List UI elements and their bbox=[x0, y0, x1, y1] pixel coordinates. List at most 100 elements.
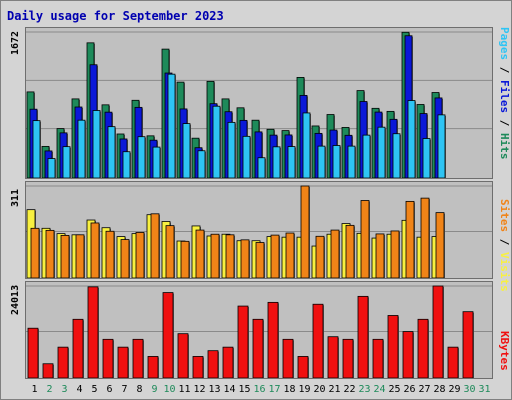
pages-bar-day-8 bbox=[137, 136, 146, 179]
day-label-4: 4 bbox=[76, 384, 83, 395]
kbytes-bar-day-29 bbox=[447, 346, 459, 379]
pages-bar-day-24 bbox=[377, 126, 386, 179]
day-label-16: 16 bbox=[253, 384, 266, 395]
visits-sites-legend: Sites / Visits bbox=[498, 199, 511, 292]
day-label-18: 18 bbox=[283, 384, 296, 395]
pages-bar-day-25 bbox=[392, 133, 401, 179]
day-label-12: 12 bbox=[193, 384, 206, 395]
sites-bar-day-19 bbox=[300, 185, 310, 279]
sites-bar-day-3 bbox=[60, 235, 70, 279]
sites-bar-day-10 bbox=[165, 225, 175, 279]
kbytes-legend: KBytes bbox=[498, 331, 511, 371]
kbytes-bar-day-22 bbox=[342, 338, 354, 379]
hits-files-pages-legend: Pages / Files / Hits bbox=[498, 27, 511, 160]
kbytes-bar-day-23 bbox=[357, 295, 369, 379]
legend-sep: / bbox=[498, 60, 511, 80]
kbytes-max-label: 24013 bbox=[10, 284, 21, 315]
day-label-31: 31 bbox=[478, 384, 491, 395]
pages-bar-day-18 bbox=[287, 146, 296, 179]
pages-bar-day-2 bbox=[47, 158, 56, 179]
pages-bar-day-5 bbox=[92, 110, 101, 179]
kbytes-bar-day-1 bbox=[27, 327, 39, 379]
pages-bar-day-7 bbox=[122, 151, 131, 179]
day-label-11: 11 bbox=[178, 384, 191, 395]
pages-bar-day-17 bbox=[272, 146, 281, 179]
kbytes-bar-day-11 bbox=[177, 333, 189, 379]
pages-bar-day-6 bbox=[107, 126, 116, 179]
kbytes-bar-day-27 bbox=[417, 318, 429, 379]
sites-bar-day-4 bbox=[75, 234, 85, 279]
kbytes-bar-day-2 bbox=[42, 363, 54, 379]
day-label-7: 7 bbox=[121, 384, 128, 395]
kbytes-bar-day-4 bbox=[72, 318, 84, 379]
sites-bar-day-24 bbox=[375, 233, 385, 279]
sites-bar-day-25 bbox=[390, 230, 400, 279]
visits-sites-panel bbox=[25, 181, 493, 279]
kbytes-bar-day-18 bbox=[282, 338, 294, 379]
legend-hits: Hits bbox=[498, 133, 511, 160]
kbytes-bar-day-20 bbox=[312, 303, 324, 379]
day-label-17: 17 bbox=[268, 384, 281, 395]
sites-bar-day-22 bbox=[345, 224, 355, 279]
visits-sites-chart bbox=[26, 185, 492, 279]
sites-bar-day-12 bbox=[195, 229, 205, 279]
pages-bar-day-11 bbox=[182, 123, 191, 179]
kbytes-bar-day-16 bbox=[252, 318, 264, 379]
legend-sep: / bbox=[498, 113, 511, 133]
day-label-27: 27 bbox=[418, 384, 431, 395]
legend-sites: Sites bbox=[498, 199, 511, 233]
day-axis: 1 2 3 4 5 6 7 8 9 10 11 12 13 14 15 16 17 18 19 20 21 22 23 24 2… bbox=[25, 384, 491, 398]
pages-bar-day-3 bbox=[62, 146, 71, 179]
sites-bar-day-26 bbox=[405, 200, 415, 279]
kbytes-bar-day-3 bbox=[57, 346, 69, 379]
pages-bar-day-9 bbox=[152, 146, 161, 179]
sites-bar-day-6 bbox=[105, 230, 115, 279]
kbytes-panel bbox=[25, 281, 493, 379]
pages-bar-day-23 bbox=[362, 134, 371, 179]
pages-bar-day-20 bbox=[317, 145, 326, 179]
sites-bar-day-15 bbox=[240, 239, 250, 279]
day-label-22: 22 bbox=[343, 384, 356, 395]
pages-bar-day-14 bbox=[227, 121, 236, 179]
pages-bar-day-16 bbox=[257, 157, 266, 179]
pages-bar-day-22 bbox=[347, 145, 356, 179]
day-label-21: 21 bbox=[328, 384, 341, 395]
sites-bar-day-18 bbox=[285, 232, 295, 279]
hits-max-label: 1672 bbox=[10, 30, 21, 55]
pages-bar-day-21 bbox=[332, 145, 341, 179]
kbytes-bar-day-13 bbox=[207, 350, 219, 379]
day-label-29: 29 bbox=[448, 384, 461, 395]
pages-bar-day-1 bbox=[32, 120, 41, 179]
day-label-2: 2 bbox=[46, 384, 53, 395]
sites-bar-day-9 bbox=[150, 213, 160, 279]
pages-bar-day-12 bbox=[197, 150, 206, 179]
day-label-15: 15 bbox=[238, 384, 251, 395]
kbytes-bar-day-5 bbox=[87, 286, 99, 379]
sites-bar-day-5 bbox=[90, 222, 100, 279]
day-label-3: 3 bbox=[61, 384, 68, 395]
day-label-19: 19 bbox=[298, 384, 311, 395]
kbytes-bar-day-25 bbox=[387, 315, 399, 379]
pages-bar-day-27 bbox=[422, 138, 431, 179]
sites-bar-day-28 bbox=[435, 212, 445, 279]
kbytes-chart bbox=[26, 285, 492, 379]
sites-bar-day-27 bbox=[420, 197, 430, 279]
legend-files: Files bbox=[498, 80, 511, 114]
kbytes-bar-day-12 bbox=[192, 356, 204, 379]
kbytes-bar-day-7 bbox=[117, 346, 129, 379]
legend-pages: Pages bbox=[498, 27, 511, 61]
sites-bar-day-20 bbox=[315, 235, 325, 279]
kbytes-bar-day-6 bbox=[102, 338, 114, 379]
day-label-20: 20 bbox=[313, 384, 326, 395]
hits-files-pages-panel bbox=[25, 27, 493, 179]
day-label-8: 8 bbox=[136, 384, 143, 395]
visits-max-label: 311 bbox=[10, 188, 21, 207]
pages-bar-day-15 bbox=[242, 135, 251, 179]
kbytes-bar-day-21 bbox=[327, 336, 339, 379]
day-label-10: 10 bbox=[163, 384, 176, 395]
pages-bar-day-26 bbox=[407, 100, 416, 179]
kbytes-bar-day-8 bbox=[132, 338, 144, 379]
day-label-25: 25 bbox=[388, 384, 401, 395]
kbytes-bar-day-24 bbox=[372, 338, 384, 379]
